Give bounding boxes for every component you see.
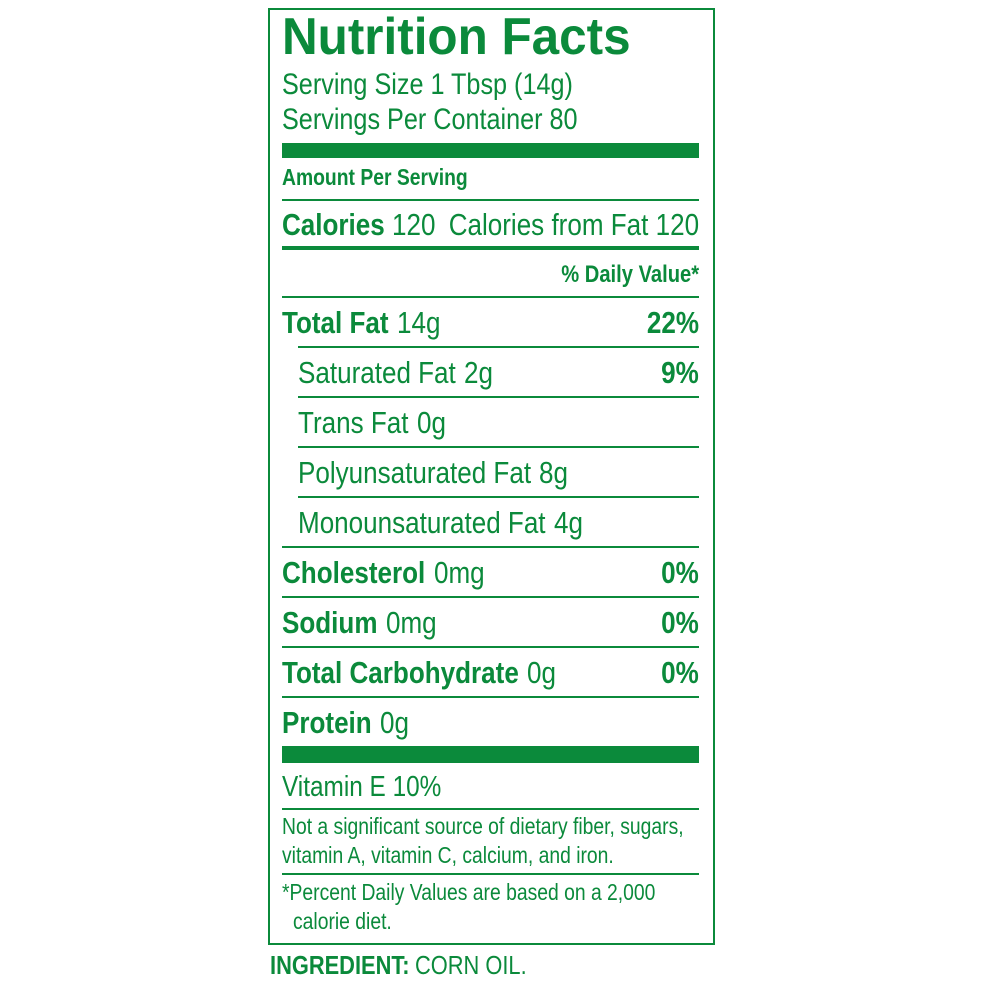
nutrient-name: Total Carbohydrate (282, 654, 519, 690)
nutrient-amount: 4g (553, 504, 583, 540)
daily-value: 0% (661, 554, 699, 590)
rule (282, 696, 699, 698)
note-line: vitamin A, vitamin C, calcium, and iron. (282, 842, 614, 869)
rule (282, 246, 699, 250)
calories-from-fat: Calories from Fat 120 (448, 206, 699, 242)
serving-size: Serving Size 1 Tbsp (14g) (282, 67, 573, 101)
nutrient-amount: 0g (416, 404, 446, 440)
nutrition-label (268, 8, 715, 945)
nutrient-amount: 0g (379, 704, 409, 740)
daily-value: 22% (646, 304, 699, 340)
rule (282, 296, 699, 298)
rule (282, 745, 699, 763)
nutrient-name: Trans Fat (298, 404, 409, 440)
nutrient-amount: 0g (526, 654, 556, 690)
nutrient-amount: 0mg (433, 554, 485, 590)
title: Nutrition Facts (282, 8, 631, 67)
rule (282, 546, 699, 548)
nutrient-amount: 8g (538, 454, 568, 490)
rule (282, 199, 699, 201)
servings-per-container: Servings Per Container 80 (282, 102, 578, 136)
nutrient-name: Sodium (282, 604, 378, 640)
daily-value: 9% (661, 354, 699, 390)
daily-value: 0% (661, 604, 699, 640)
nutrient-name: Cholesterol (282, 554, 426, 590)
nutrient-amount: 2g (463, 354, 493, 390)
rule (282, 596, 699, 598)
nutrient-amount: 14g (396, 304, 441, 340)
vitamin: Vitamin E 10% (282, 771, 442, 804)
rule (282, 646, 699, 648)
footnote-line: *Percent Daily Values are based on a 2,0… (282, 879, 656, 906)
rule (282, 808, 699, 810)
nutrient-name: Monounsaturated Fat (298, 504, 546, 540)
ingredient-text: CORN OIL. (415, 949, 528, 980)
note-line: Not a significant source of dietary fibe… (282, 813, 684, 840)
amount-per-serving: Amount Per Serving (282, 164, 468, 191)
nutrient-amount: 0mg (385, 604, 437, 640)
ingredient-label: INGREDIENT: (270, 949, 410, 980)
rule (282, 142, 699, 158)
daily-value: 0% (661, 654, 699, 690)
calories-label: Calories (282, 206, 385, 242)
rule (298, 346, 699, 348)
rule (298, 396, 699, 398)
calories-value: 120 (392, 206, 436, 242)
footnote-line: calorie diet. (293, 908, 392, 935)
rule (298, 496, 699, 498)
nutrient-name: Saturated Fat (298, 354, 456, 390)
nutrient-name: Protein (282, 704, 372, 740)
rule (298, 446, 699, 448)
nutrient-name: Total Fat (282, 304, 389, 340)
rule (282, 873, 699, 875)
daily-value-header: % Daily Value* (561, 260, 699, 288)
nutrient-name: Polyunsaturated Fat (298, 454, 532, 490)
